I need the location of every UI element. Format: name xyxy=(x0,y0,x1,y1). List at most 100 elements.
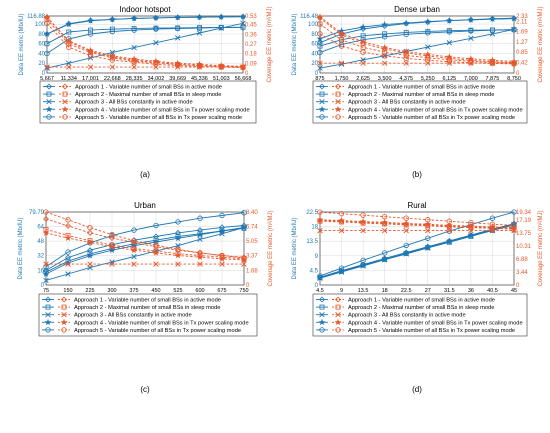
x-tick-label: 3,500 xyxy=(378,76,392,82)
coverage-ee-point-approach-5 xyxy=(87,224,93,231)
data-ee-point-approach-1 xyxy=(360,25,367,32)
x-tick-label: 75 xyxy=(43,288,49,294)
coverage-ee-point-approach-3 xyxy=(87,261,93,267)
y-left-tick-label: 4.5 xyxy=(310,268,319,274)
x-tick-label: 13.5 xyxy=(358,288,369,294)
data-ee-point-approach-5 xyxy=(65,249,71,255)
coverage-ee-point-approach-3 xyxy=(153,64,159,70)
x-tick-label: 600 xyxy=(195,288,204,294)
data-ee-point-approach-5 xyxy=(44,50,50,57)
x-tick-label: 9 xyxy=(340,288,343,294)
coverage-ee-point-approach-4 xyxy=(108,52,116,59)
data-ee-line-approach-5 xyxy=(45,212,245,268)
legend-label: Approach 2 - Maximal number of small BSs… xyxy=(348,92,494,98)
plot-frame xyxy=(319,211,515,286)
legend-label: Approach 1 - Variable number of small BS… xyxy=(348,298,495,304)
coverage-ee-point-approach-3 xyxy=(317,227,323,234)
coverage-ee-point-approach-5 xyxy=(511,61,517,67)
x-tick-label: 6,125 xyxy=(442,76,456,82)
coverage-ee-point-approach-3 xyxy=(403,227,409,234)
y-left-tick-label: 100 xyxy=(308,22,319,28)
data-ee-point-approach-2 xyxy=(44,41,50,47)
legend-marker-coverage-ee xyxy=(61,296,67,303)
coverage-ee-line-approach-2 xyxy=(319,220,515,230)
legend-box xyxy=(38,293,258,337)
coverage-ee-point-approach-3 xyxy=(87,64,94,70)
data-ee-point-approach-3 xyxy=(131,44,137,51)
data-ee-point-approach-3 xyxy=(66,60,72,66)
x-tick-label: 56,668 xyxy=(235,76,252,82)
x-tick-label: 27 xyxy=(425,288,431,294)
x-tick-label: 5,250 xyxy=(421,76,435,82)
y-right-tick-label: 2.11 xyxy=(516,19,528,25)
chart-panel-2: 0 20 40 60 80 100 116.48 875 1,750 2,625 3,500 4,37… xyxy=(292,5,544,179)
y-left-axis-label: Data EE metric (Mb/IU) xyxy=(292,13,298,75)
coverage-ee-point-approach-3 xyxy=(109,261,115,267)
legend: Approach 1 - Variable number of small BS… xyxy=(312,293,528,337)
data-ee-line-approach-5 xyxy=(319,29,515,53)
data-ee-point-approach-4 xyxy=(489,15,496,23)
data-ee-point-approach-5 xyxy=(174,25,181,32)
data-ee-point-approach-5 xyxy=(241,210,247,216)
y-right-tick-label: 0.42 xyxy=(516,61,528,67)
coverage-ee-point-approach-3 xyxy=(153,261,159,267)
coverage-ee-point-approach-5 xyxy=(43,209,49,215)
coverage-ee-point-approach-5 xyxy=(153,242,159,248)
data-ee-point-approach-4 xyxy=(445,237,453,245)
legend-marker-data-ee xyxy=(319,304,325,310)
coverage-ee-point-approach-5 xyxy=(317,31,323,37)
coverage-ee-point-approach-4 xyxy=(510,57,518,65)
chart-title: Urban xyxy=(134,201,156,210)
coverage-ee-line-approach-5 xyxy=(46,23,244,69)
x-tick-label: 675 xyxy=(217,288,226,294)
data-ee-point-approach-3 xyxy=(196,30,203,36)
coverage-ee-point-approach-4 xyxy=(467,222,475,229)
plot-frame xyxy=(319,15,515,74)
data-ee-point-approach-3 xyxy=(65,271,71,277)
data-ee-point-approach-4 xyxy=(402,19,410,26)
coverage-ee-point-approach-5 xyxy=(446,218,453,224)
legend-label: Approach 3 - All BSs constantly in activ… xyxy=(74,313,192,319)
coverage-ee-point-approach-4 xyxy=(174,251,182,259)
x-tick-label: 150 xyxy=(63,288,72,294)
data-ee-point-approach-4 xyxy=(43,30,51,37)
data-ee-point-approach-5 xyxy=(109,28,116,35)
y-left-tick-label: 80 xyxy=(311,32,318,38)
x-tick-label: 7,875 xyxy=(486,76,500,82)
y-right-tick-label: 0.09 xyxy=(245,61,257,67)
legend-marker-coverage-ee xyxy=(61,105,69,113)
y-left-tick-label: 48 xyxy=(37,239,44,245)
legend-label: Approach 5 - Variable number of all BSs … xyxy=(348,328,515,334)
legend-marker-coverage-ee xyxy=(335,91,341,97)
coverage-ee-point-approach-3 xyxy=(338,60,345,66)
coverage-ee-point-approach-3 xyxy=(65,261,71,267)
y-left-tick-label: 32 xyxy=(37,254,44,260)
y-left-tick-label: 18 xyxy=(311,225,318,231)
coverage-ee-line-approach-4 xyxy=(45,232,245,261)
y-left-tick-label: 60 xyxy=(38,42,45,48)
coverage-ee-point-approach-5 xyxy=(175,246,181,253)
data-ee-point-approach-2 xyxy=(317,43,323,49)
coverage-ee-point-approach-3 xyxy=(175,261,181,267)
y-left-tick-label: 13.5 xyxy=(306,239,318,245)
x-tick-label: 375 xyxy=(129,288,138,294)
x-tick-label: 4.5 xyxy=(316,288,324,294)
coverage-ee-point-approach-4 xyxy=(152,249,160,256)
data-ee-point-approach-4 xyxy=(445,17,453,24)
data-ee-point-approach-4 xyxy=(87,17,94,24)
coverage-ee-point-approach-5 xyxy=(403,215,409,221)
legend: Approach 1 - Variable number of small BS… xyxy=(38,293,258,337)
y-right-tick-label: 0.27 xyxy=(245,42,257,48)
data-ee-line-approach-3 xyxy=(319,28,515,69)
coverage-ee-point-approach-3 xyxy=(219,261,225,267)
y-left-tick-label: 0 xyxy=(315,71,319,77)
y-right-tick-label: 0 xyxy=(516,283,520,289)
legend-marker-coverage-ee xyxy=(335,311,341,318)
y-right-tick-label: 0.18 xyxy=(245,52,257,58)
data-ee-point-approach-5 xyxy=(153,26,159,32)
coverage-ee-point-approach-3 xyxy=(317,60,323,66)
data-ee-point-approach-4 xyxy=(424,18,432,25)
coverage-ee-point-approach-3 xyxy=(131,261,137,267)
coverage-ee-point-approach-4 xyxy=(402,47,410,55)
y-left-tick-label: 100 xyxy=(35,22,46,28)
